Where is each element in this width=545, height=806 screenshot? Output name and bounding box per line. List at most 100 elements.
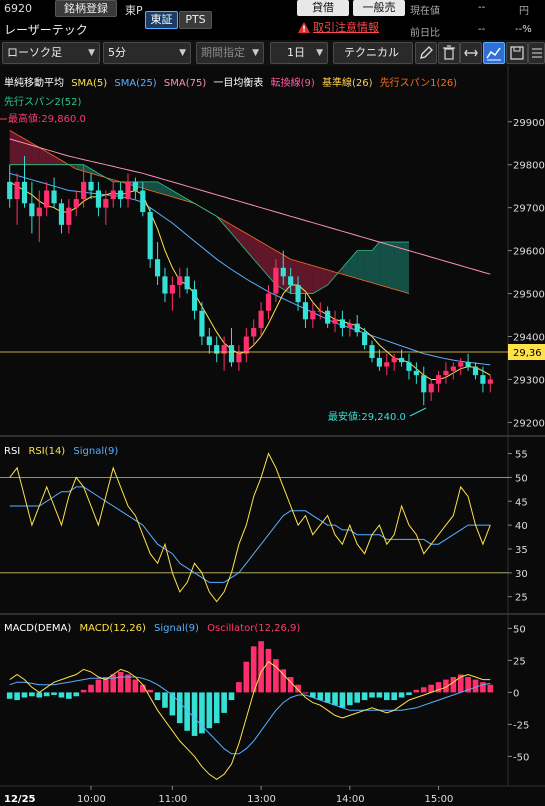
ichimoku-cloud-segment xyxy=(394,242,402,292)
macd-y-tick: 0 xyxy=(513,688,519,699)
macd-oscillator-bar xyxy=(376,692,383,698)
candle-body xyxy=(191,289,198,311)
chart-view-button[interactable] xyxy=(483,42,505,64)
x-axis-date: 12/25 xyxy=(4,794,36,805)
macd-oscillator-bar xyxy=(58,692,65,698)
x-axis-tick: 14:00 xyxy=(336,794,365,805)
period-select[interactable]: 期間指定 ▼ xyxy=(196,42,264,64)
candle-body xyxy=(206,336,212,346)
candle-body xyxy=(325,310,331,324)
macd-oscillator-bar xyxy=(132,679,139,693)
legend-ichimoku: 一目均衡表 xyxy=(213,76,263,89)
macd-oscillator-bar xyxy=(265,648,272,693)
macd-oscillator-bar xyxy=(80,689,87,693)
candle-body xyxy=(332,319,338,324)
candle-body xyxy=(465,362,471,367)
chart-type-select[interactable]: ローソク足 ▼ xyxy=(2,42,100,64)
interval-select[interactable]: 5分 ▼ xyxy=(103,42,191,64)
candle-body xyxy=(480,375,486,384)
candle-body xyxy=(177,276,183,285)
macd-oscillator-bar xyxy=(339,692,346,708)
macd-oscillator-bar xyxy=(95,679,102,693)
technical-label: テクニカル xyxy=(344,46,399,59)
tab-tosho[interactable]: 東証 xyxy=(145,11,178,29)
ichimoku-cloud-segment xyxy=(157,181,165,195)
macd-oscillator-bar xyxy=(383,692,390,701)
regulation-link[interactable]: 取引注意情報 xyxy=(313,21,379,34)
macd-oscillator-bar xyxy=(487,684,494,693)
macd-oscillator-bar xyxy=(221,692,227,713)
rsi-y-tick: 45 xyxy=(515,497,528,508)
legend-sma25: SMA(25) xyxy=(114,78,156,89)
chart-area[interactable]: 29900 29800 29700 29600 29500 29400 29300 29200… xyxy=(0,66,545,806)
legend-kijun: 基準線(26) xyxy=(322,76,373,89)
candle-body xyxy=(66,207,72,225)
candle-body xyxy=(118,190,124,200)
x-axis-tick: 11:00 xyxy=(158,794,187,805)
macd-oscillator-bar xyxy=(369,692,375,698)
market-label: 東P xyxy=(125,4,143,17)
compare-button[interactable] xyxy=(460,42,482,64)
macd-oscillator-bar xyxy=(347,692,353,706)
macd-oscillator-bar xyxy=(125,674,131,693)
ichimoku-cloud-segment xyxy=(253,237,262,268)
chevron-down-icon: ▼ xyxy=(252,48,259,58)
x-axis-tick: 15:00 xyxy=(425,794,454,805)
span-select[interactable]: 1日 ▼ xyxy=(270,42,328,64)
candle-body xyxy=(450,366,456,371)
rsi-y-tick: 50 xyxy=(515,473,528,484)
chevron-down-icon: ▼ xyxy=(179,48,186,58)
macd-oscillator-bar xyxy=(450,677,457,693)
ichimoku-cloud-segment xyxy=(179,194,188,202)
macd-oscillator-bar xyxy=(295,684,301,693)
candle-body xyxy=(199,310,205,337)
chevron-down-icon: ▼ xyxy=(316,48,323,58)
macd-oscillator-bar xyxy=(110,674,117,693)
macd-oscillator-bar xyxy=(236,682,242,693)
register-button[interactable]: 銘柄登録 xyxy=(55,0,117,17)
list-icon xyxy=(532,48,542,58)
macd-oscillator-bar xyxy=(14,692,20,701)
ichimoku-cloud-segment xyxy=(379,242,387,288)
lending-badge: 貸借 xyxy=(297,0,349,16)
macd-oscillator-bar xyxy=(435,682,442,693)
chevron-down-icon: ▼ xyxy=(88,48,95,58)
candle-body xyxy=(21,181,28,204)
delete-drawing-button[interactable] xyxy=(438,42,460,64)
ichimoku-cloud-segment xyxy=(401,242,409,294)
macd-signal-line xyxy=(9,676,491,755)
candle-body xyxy=(44,190,50,208)
span-value: 1日 xyxy=(287,46,305,59)
tab-pts[interactable]: PTS xyxy=(179,11,212,29)
rsi-title: RSI xyxy=(4,446,20,457)
candle-body xyxy=(58,203,65,225)
macd-legend-osc: Oscillator(12,26,9) xyxy=(207,623,300,634)
macd-oscillator-bar xyxy=(465,677,471,693)
macd-oscillator-bar xyxy=(169,692,176,716)
candle-body xyxy=(184,276,190,290)
ichimoku-cloud-segment xyxy=(261,242,269,277)
candle-body xyxy=(95,190,102,208)
technical-button[interactable]: テクニカル xyxy=(333,42,413,64)
candle-body xyxy=(154,259,161,277)
legend-sma-title: 単純移動平均 xyxy=(4,76,64,89)
warning-icon xyxy=(297,19,311,33)
rsi-legend-rsi: RSI(14) xyxy=(28,446,65,457)
macd-oscillator-bar xyxy=(117,671,124,693)
macd-oscillator-bar xyxy=(66,692,72,699)
pencil-icon xyxy=(420,46,433,59)
macd-oscillator-bar xyxy=(457,674,464,693)
more-button[interactable] xyxy=(528,42,545,64)
rsi-y-tick: 30 xyxy=(515,569,528,580)
current-price-tag xyxy=(508,344,545,360)
draw-pencil-button[interactable] xyxy=(415,42,437,64)
candle-body xyxy=(406,362,412,371)
price-y-tick: 29300 xyxy=(513,375,545,386)
rsi-legend-signal: Signal(9) xyxy=(73,446,118,457)
macd-oscillator-bar xyxy=(250,646,257,693)
macd-oscillator-bar xyxy=(184,692,190,731)
candle-body xyxy=(362,332,368,346)
save-button[interactable] xyxy=(506,42,528,64)
macd-oscillator-bar xyxy=(428,684,434,693)
prev-ratio-label: 前日比 xyxy=(410,28,440,39)
